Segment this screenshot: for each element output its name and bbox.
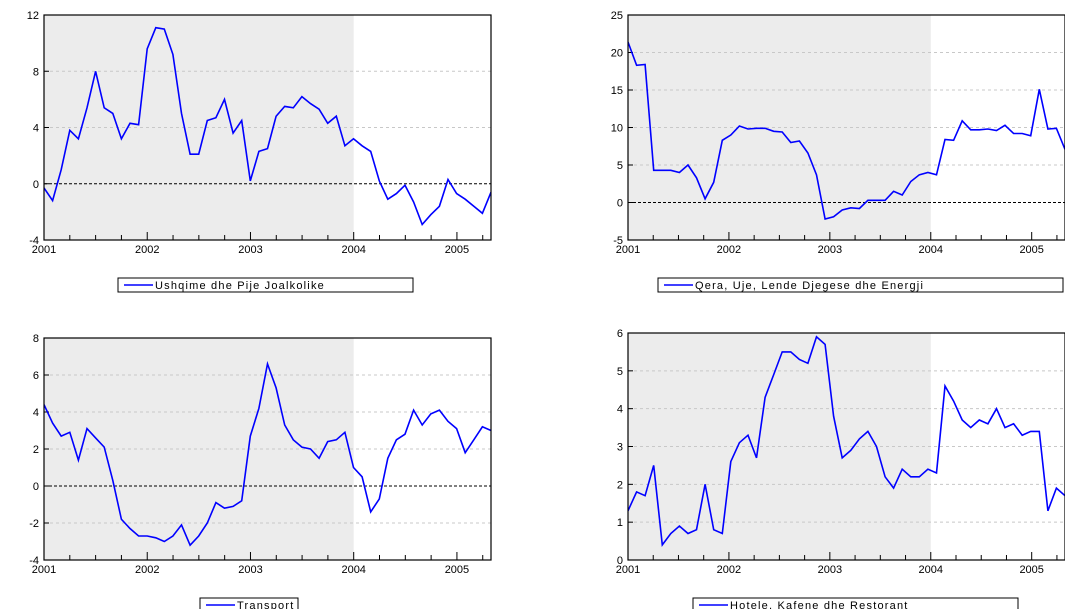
y-tick-label: 25 <box>611 10 623 22</box>
y-tick-label: 12 <box>27 10 39 22</box>
chart-panel-2: -5 0 5 10 15 20 25 2001 2002 2003 2004 2005 Qera, Uj… <box>611 10 1065 293</box>
plot-frame <box>43 14 492 241</box>
series-line <box>628 335 1065 548</box>
y-tick-label: 20 <box>611 48 623 60</box>
chart-panel-4: 0 1 2 3 4 5 6 2001 2002 2003 2004 2005 Hotele, Kafen… <box>616 328 1065 609</box>
chart-panel-3: -4 -2 0 2 4 6 8 2001 2002 2003 2004 2005 Transport <box>29 333 492 609</box>
x-tick-label: 2003 <box>238 244 262 256</box>
x-tick-label: 2001 <box>616 244 640 256</box>
legend-box <box>657 277 1064 293</box>
y-tick-label: 1 <box>617 517 623 529</box>
y-tick-label: 4 <box>617 404 623 416</box>
plot-frame <box>43 337 492 561</box>
x-tick-label: 2003 <box>818 564 842 576</box>
y-tick-label: -4 <box>29 235 39 247</box>
x-tick-label: 2001 <box>616 564 640 576</box>
x-tick-label: 2002 <box>717 564 741 576</box>
y-tick-label: 0 <box>617 198 623 210</box>
plot-frame <box>627 332 1065 561</box>
y-tick-label: 6 <box>33 370 39 382</box>
x-tick-label: 2004 <box>919 244 943 256</box>
legend-label: Transport <box>237 600 294 609</box>
y-tick-label: 0 <box>617 555 623 567</box>
x-tick-label: 2001 <box>32 244 56 256</box>
y-tick-label: 2 <box>617 479 623 491</box>
legend-box <box>117 277 414 293</box>
series-line <box>44 360 491 547</box>
legend-label: Qera, Uje, Lende Djegese dhe Energji <box>695 280 924 292</box>
y-tick-label: -2 <box>29 518 39 530</box>
chart-panel-1: -4 0 4 8 12 2001 2002 2003 2004 2005 Ushqime dhe P… <box>27 10 492 293</box>
y-tick-label: 3 <box>617 442 623 454</box>
y-tick-label: 5 <box>617 366 623 378</box>
y-tick-label: 5 <box>617 160 623 172</box>
x-tick-label: 2005 <box>445 244 469 256</box>
x-tick-label: 2004 <box>341 564 365 576</box>
y-tick-label: 10 <box>611 123 623 135</box>
series-line <box>628 41 1065 220</box>
y-tick-label: 0 <box>33 179 39 191</box>
x-tick-label: 2003 <box>238 564 262 576</box>
y-tick-label: 4 <box>33 123 39 135</box>
x-tick-label: 2003 <box>818 244 842 256</box>
x-tick-label: 2005 <box>445 564 469 576</box>
y-tick-label: -4 <box>29 555 39 567</box>
y-tick-label: 8 <box>33 66 39 78</box>
x-tick-label: 2001 <box>32 564 56 576</box>
x-tick-label: 2005 <box>1019 244 1043 256</box>
x-tick-label: 2002 <box>717 244 741 256</box>
x-tick-label: 2004 <box>341 244 365 256</box>
legend-box <box>199 597 299 609</box>
y-tick-label: 15 <box>611 85 623 97</box>
plot-frame <box>627 14 1065 241</box>
legend-label: Ushqime dhe Pije Joalkolike <box>155 280 325 292</box>
y-tick-label: 6 <box>617 328 623 340</box>
y-tick-label: 2 <box>33 444 39 456</box>
x-tick-label: 2002 <box>135 564 159 576</box>
y-tick-label: 4 <box>33 407 39 419</box>
series-line <box>44 26 491 227</box>
y-tick-label: 0 <box>33 481 39 493</box>
legend-label: Hotele, Kafene dhe Restorant <box>730 600 909 609</box>
y-tick-label: -5 <box>613 235 623 247</box>
x-tick-label: 2005 <box>1019 564 1043 576</box>
shaded-region <box>44 15 354 240</box>
x-tick-label: 2004 <box>919 564 943 576</box>
x-tick-label: 2002 <box>135 244 159 256</box>
legend-box <box>692 597 1019 609</box>
y-tick-label: 8 <box>33 333 39 345</box>
